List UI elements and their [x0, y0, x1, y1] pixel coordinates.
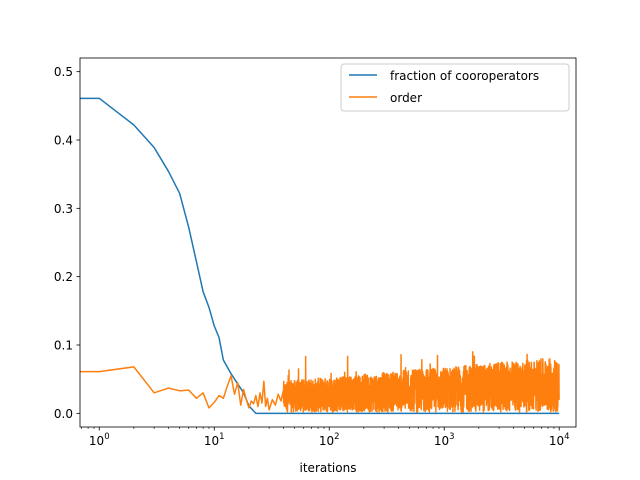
y-tick-label-0: 0.0: [54, 407, 73, 421]
y-tick-label-3: 0.3: [54, 202, 73, 216]
series-layer: [80, 97, 560, 415]
y-tick-label-4: 0.4: [54, 134, 73, 148]
legend-box: [340, 63, 570, 112]
legend: fraction of cooroperators order: [340, 63, 570, 112]
x-axis: 100 101 102 103 104: [81, 427, 570, 448]
y-tick-label-5: 0.5: [54, 65, 73, 79]
series-line-1: [80, 351, 560, 413]
plot-frame: [79, 57, 577, 428]
x-axis-label: iterations: [300, 461, 357, 475]
legend-label-fraction-of-cooroperators: fraction of cooroperators: [390, 69, 539, 83]
y-axis: 0.0 0.1 0.2 0.3 0.4 0.5: [54, 65, 80, 421]
y-tick-label-1: 0.1: [54, 339, 73, 353]
series-line-0: [80, 97, 560, 415]
y-tick-label-2: 0.2: [54, 270, 73, 284]
legend-label-order: order: [390, 91, 422, 105]
